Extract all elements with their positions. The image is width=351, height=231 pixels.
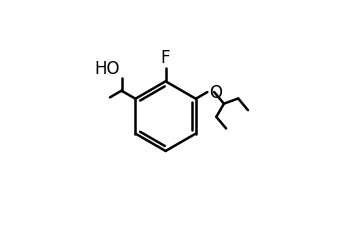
Text: HO: HO (94, 60, 120, 78)
Text: F: F (161, 49, 170, 67)
Text: O: O (209, 84, 222, 102)
